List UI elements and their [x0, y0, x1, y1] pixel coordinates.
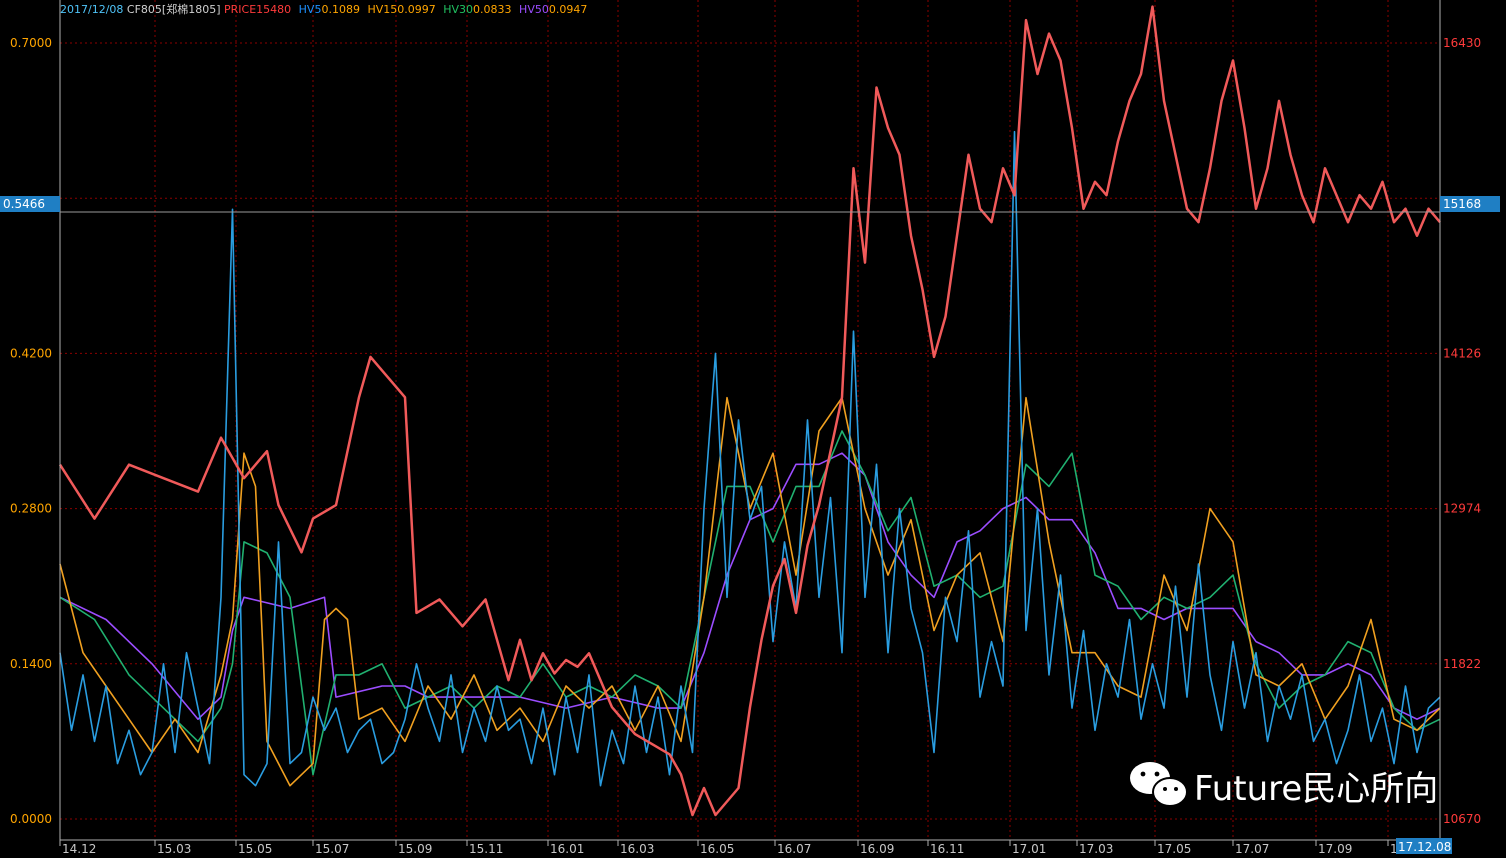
- y-left-tick-label: 0.4200: [10, 346, 52, 360]
- y-left-tick-label: 0.0000: [10, 812, 52, 826]
- cursor-left-value: 0.5466: [3, 197, 45, 211]
- x-tick-label: 1: [1390, 842, 1398, 854]
- cursor-right-badge: [1440, 196, 1500, 212]
- x-tick-label: 16.05: [700, 842, 734, 854]
- series-line-hv30: [59, 430, 1441, 776]
- header-hv15-label: HV15: [367, 3, 397, 16]
- wechat-icon: [1130, 762, 1188, 807]
- header-symbol: CF805[郑棉1805]: [127, 2, 221, 16]
- y-right-tick-label: 12974: [1443, 502, 1481, 516]
- header-price-label: PRICE: [224, 3, 256, 16]
- x-tick-label: 15.03: [157, 842, 191, 854]
- header-hv15-value: 0.0997: [397, 3, 436, 16]
- header-price-value: 15480: [256, 3, 291, 16]
- watermark: Future民心所向: [1130, 762, 1438, 809]
- series-line-price: [58, 5, 1441, 817]
- y-right-tick-label: 14126: [1443, 346, 1481, 360]
- x-tick-label: 15.11: [469, 842, 503, 854]
- header-hv5-value: 0.1089: [321, 3, 360, 16]
- series-line-hv15: [59, 396, 1441, 787]
- x-tick-label: 17.01: [1012, 842, 1046, 854]
- x-tick-label: 17.09: [1318, 842, 1352, 854]
- x-tick-label: 15.07: [315, 842, 349, 854]
- watermark-text: Future民心所向: [1194, 769, 1438, 809]
- y-left-tick-label: 0.7000: [10, 36, 52, 50]
- cursor-right-value: 15168: [1443, 197, 1481, 211]
- x-tick-label: 17.07: [1235, 842, 1269, 854]
- header-hv5-label: HV5: [299, 3, 322, 16]
- y-right-tick-label: 11822: [1443, 657, 1481, 671]
- x-tick-label: 14.12: [62, 842, 96, 854]
- x-tick-label: 16.09: [860, 842, 894, 854]
- cursor-left-badge: [0, 196, 60, 212]
- header-hv50-value: 0.0947: [549, 3, 588, 16]
- axis-layer: 0.7000 0.4200 0.2800 0.1400 0.0000 16430 14126…: [10, 0, 1481, 856]
- y-right-tick-label: 16430: [1443, 36, 1481, 50]
- header-hv30-value: 0.0833: [473, 3, 512, 16]
- x-tick-label: 16.03: [620, 842, 654, 854]
- y-right-tick-label: 10670: [1443, 812, 1481, 826]
- y-left-tick-label: 0.1400: [10, 657, 52, 671]
- series-layer: [58, 5, 1441, 817]
- header-hv30-label: HV30: [443, 3, 473, 16]
- series-line-hv5: [59, 130, 1441, 787]
- y-left-tick-label: 0.2800: [10, 502, 52, 516]
- date-badge: [1396, 838, 1452, 854]
- x-tick-label: 15.05: [238, 842, 272, 854]
- header-date: 2017/12/08: [60, 3, 123, 16]
- x-tick-label: 16.11: [930, 842, 964, 854]
- x-tick-label: 15.09: [398, 842, 432, 854]
- x-tick-label: 17.03: [1079, 842, 1113, 854]
- x-tick-label: 16.01: [550, 842, 584, 854]
- x-tick-label: 17.05: [1157, 842, 1191, 854]
- header-hv50-label: HV50: [519, 3, 549, 16]
- header-line: 2017/12/08 CF805[郑棉1805] PRICE15480 HV50…: [60, 2, 587, 16]
- x-tick-label: 16.07: [777, 842, 811, 854]
- date-badge-text: 17.12.08: [1398, 840, 1451, 854]
- series-line-hv50: [59, 452, 1441, 720]
